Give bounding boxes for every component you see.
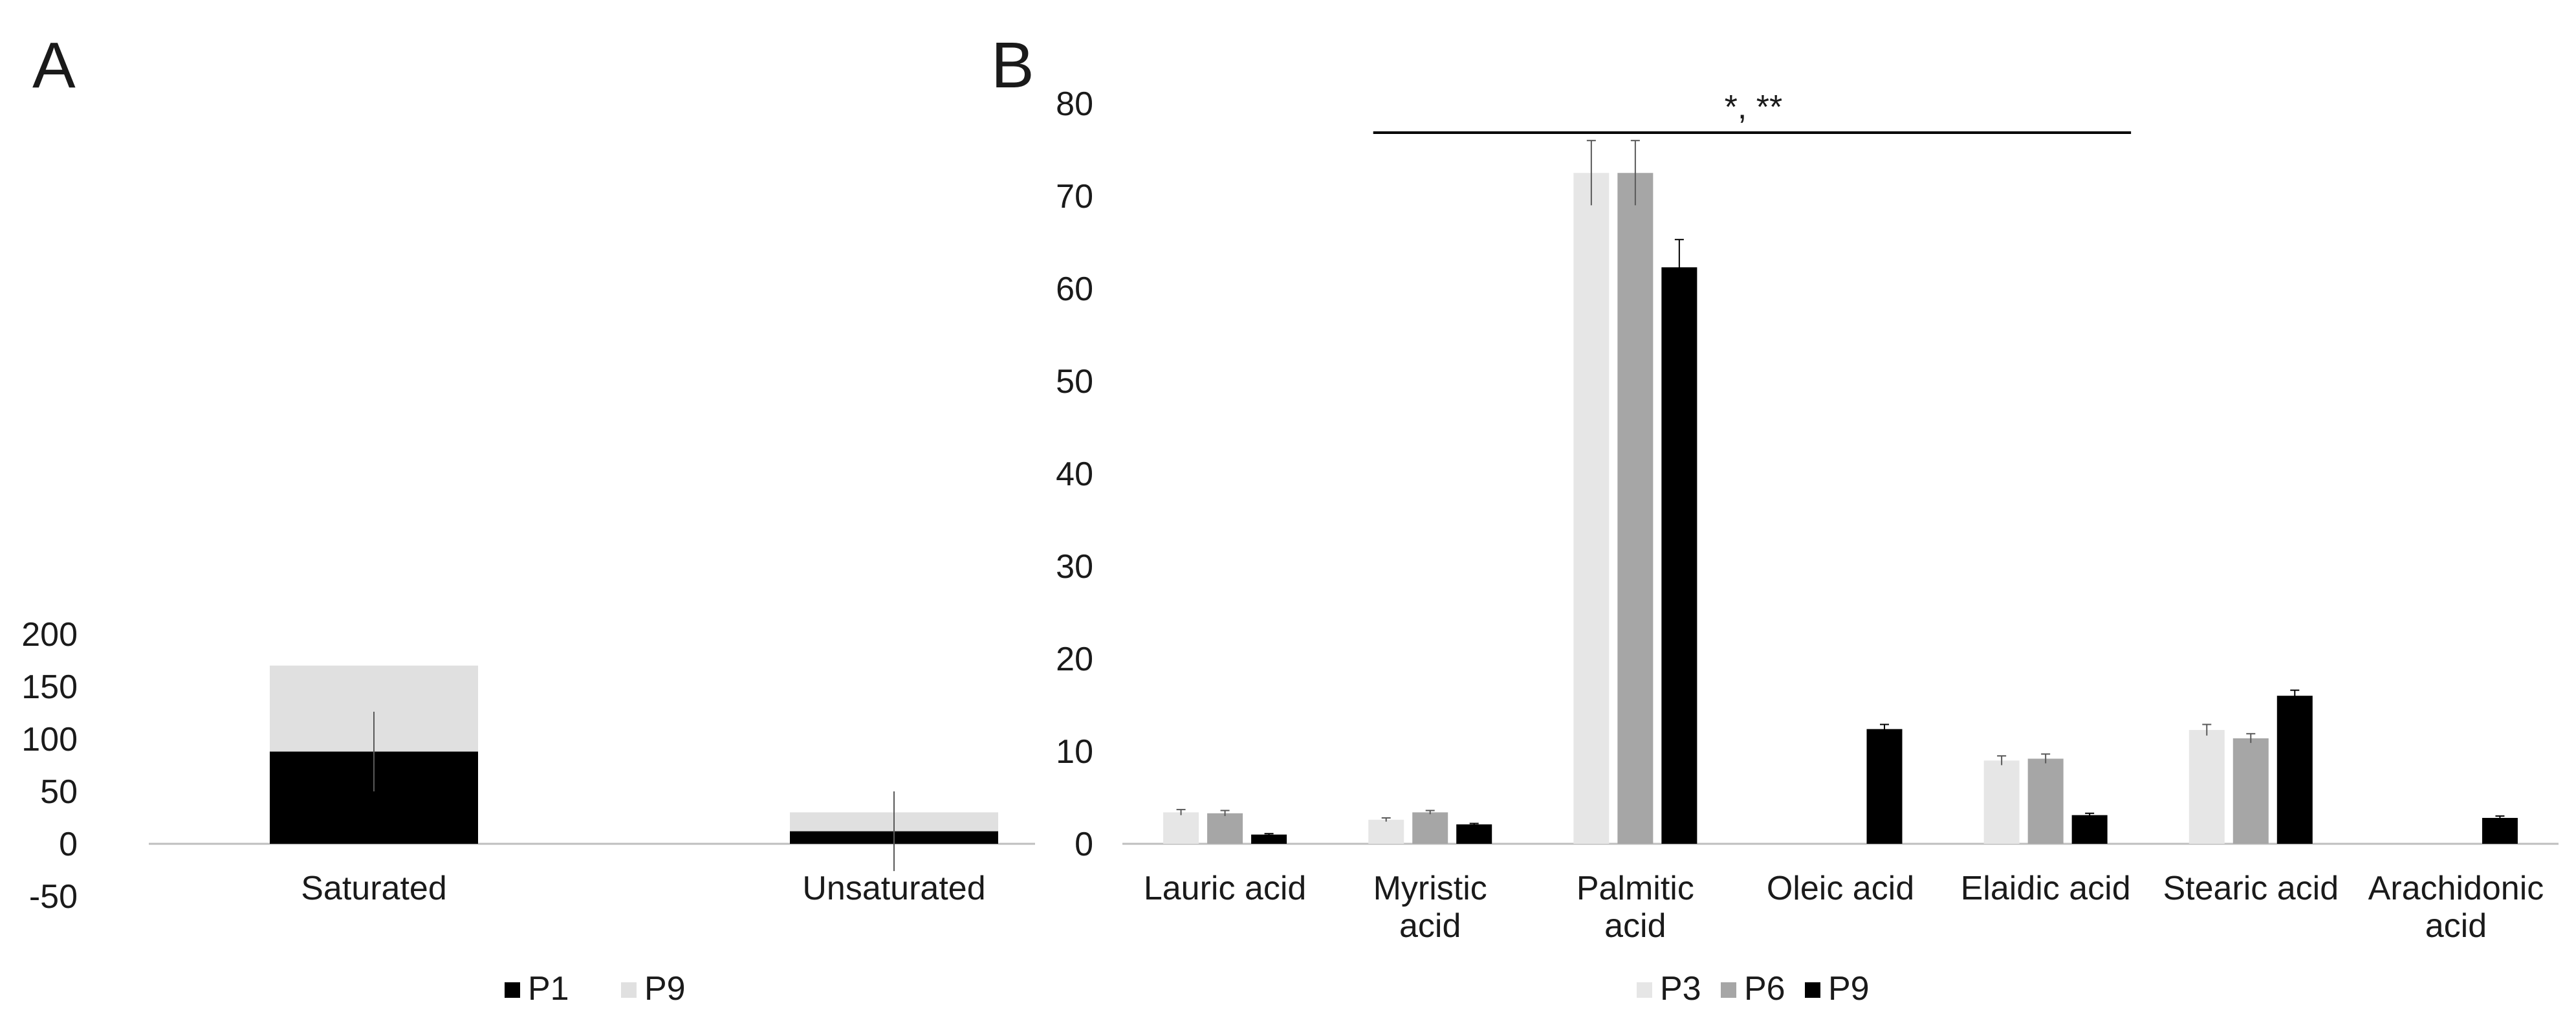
bar-p6 [2232, 738, 2269, 844]
y-tick-label: 0 [59, 826, 78, 863]
bar-p9 [2071, 815, 2108, 844]
y-tick-label: 10 [1056, 733, 1093, 771]
x-category-label: acid [2425, 907, 2487, 945]
legend-label: P6 [1744, 970, 1785, 1008]
legend-label: P9 [1828, 970, 1870, 1008]
y-tick-label: 150 [21, 668, 78, 706]
bar-p9 [1661, 267, 1697, 844]
bar-p3 [1163, 812, 1199, 844]
bar-p6 [2027, 758, 2064, 844]
x-category-label: Oleic acid [1767, 870, 1914, 907]
bar-p3 [1573, 173, 1610, 844]
y-tick-label: 30 [1056, 548, 1093, 586]
panel-b-label: B [991, 29, 1034, 102]
x-category-label: Stearic acid [2163, 870, 2339, 907]
x-category-label: Unsaturated [802, 870, 985, 907]
y-tick-label: 50 [1056, 363, 1093, 401]
y-tick-label: 50 [40, 773, 78, 811]
x-category-label: acid [1399, 907, 1461, 945]
legend-swatch-p9 [1805, 982, 1820, 998]
bar-p9 [1251, 834, 1287, 844]
chart-a: -50 0 50 100 150 200 Saturated Unsaturated P1 P9 [21, 616, 1035, 1008]
bar-p6 [1617, 173, 1654, 844]
y-tick-label: 20 [1056, 641, 1093, 678]
legend-label: P3 [1660, 970, 1701, 1008]
legend-swatch-p1 [505, 982, 520, 998]
y-tick-label: 40 [1056, 456, 1093, 493]
x-category-label: Palmitic [1577, 870, 1694, 907]
legend-label: P9 [644, 970, 686, 1008]
bar-p9 [1456, 824, 1492, 844]
x-category-label: acid [1604, 907, 1666, 945]
y-tick-label: 0 [1075, 826, 1093, 863]
y-tick-label: 80 [1056, 85, 1093, 123]
bar-p3 [1983, 760, 2020, 844]
bar-p6 [1207, 813, 1243, 844]
x-category-label: Arachidonic [2368, 870, 2544, 907]
y-tick-label: 100 [21, 721, 78, 758]
bar-p6 [1412, 812, 1448, 844]
bar-p3 [1368, 819, 1404, 844]
y-tick-label: 70 [1056, 178, 1093, 215]
significance-label: *, ** [1725, 89, 1783, 126]
y-tick-label: -50 [29, 878, 78, 916]
panel-a-label: A [32, 29, 76, 102]
y-tick-label: 60 [1056, 270, 1093, 308]
x-category-label: Saturated [301, 870, 447, 907]
bar-p9 [2276, 696, 2313, 844]
x-category-label: Myristic [1373, 870, 1487, 907]
bar-p9 [2482, 817, 2518, 844]
legend-swatch-p9 [621, 982, 637, 998]
legend-swatch-p6 [1721, 982, 1736, 998]
x-category-label: Lauric acid [1144, 870, 1306, 907]
bar-p3 [2189, 730, 2225, 844]
x-category-label: Elaidic acid [1961, 870, 2131, 907]
bar-p9 [1866, 729, 1903, 844]
legend-label: P1 [528, 970, 569, 1008]
y-tick-label: 200 [21, 616, 78, 654]
legend-swatch-p3 [1637, 982, 1652, 998]
